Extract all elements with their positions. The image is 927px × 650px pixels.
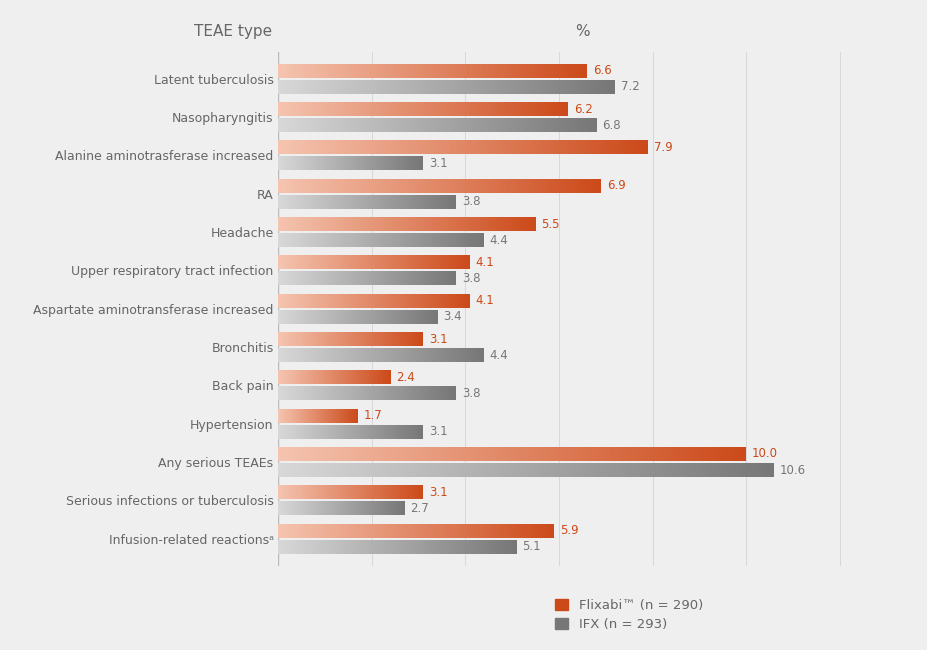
Text: 6.8: 6.8	[602, 119, 620, 132]
Text: 2.7: 2.7	[410, 502, 428, 515]
Text: 3.1: 3.1	[428, 157, 447, 170]
Text: 4.4: 4.4	[489, 233, 508, 246]
Text: 6.2: 6.2	[574, 103, 592, 116]
Text: 10.0: 10.0	[751, 447, 777, 460]
Text: 1.7: 1.7	[363, 409, 382, 422]
Text: 3.8: 3.8	[462, 272, 480, 285]
Text: 3.8: 3.8	[462, 387, 480, 400]
Text: 4.1: 4.1	[476, 294, 494, 307]
Text: 5.1: 5.1	[522, 540, 540, 553]
Text: 7.9: 7.9	[653, 141, 671, 154]
Text: 3.1: 3.1	[428, 486, 447, 499]
Text: 3.8: 3.8	[462, 196, 480, 209]
Text: 10.6: 10.6	[779, 463, 805, 476]
Text: 5.9: 5.9	[559, 524, 578, 537]
Text: 6.6: 6.6	[592, 64, 611, 77]
Text: 4.4: 4.4	[489, 348, 508, 361]
Text: 3.4: 3.4	[442, 310, 461, 323]
Text: 3.1: 3.1	[428, 425, 447, 438]
Text: 7.2: 7.2	[620, 81, 639, 94]
Legend: Flixabi™ (n = 290), IFX (n = 293): Flixabi™ (n = 290), IFX (n = 293)	[554, 599, 703, 630]
Text: TEAE type: TEAE type	[195, 24, 273, 39]
Text: 5.5: 5.5	[540, 218, 559, 231]
Text: %: %	[575, 24, 589, 39]
Text: 2.4: 2.4	[396, 371, 414, 384]
Text: 6.9: 6.9	[606, 179, 625, 192]
Text: 3.1: 3.1	[428, 333, 447, 346]
Text: 4.1: 4.1	[476, 256, 494, 269]
